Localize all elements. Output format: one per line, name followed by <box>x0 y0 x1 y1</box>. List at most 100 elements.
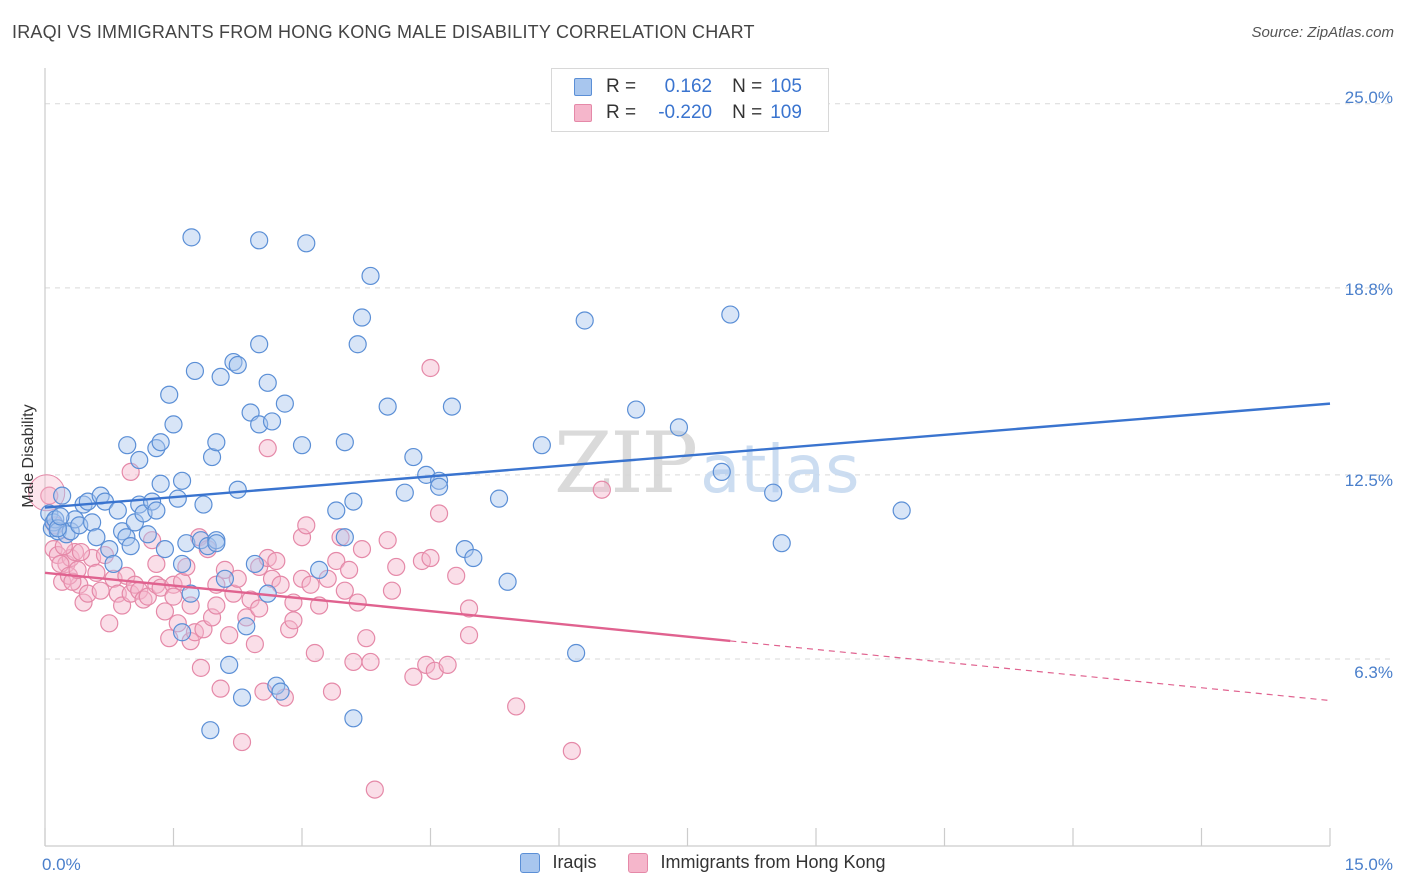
x-tick-label-max: 15.0% <box>1345 855 1393 874</box>
point-iraqis <box>215 569 234 588</box>
point-iraqis <box>147 501 166 520</box>
axes <box>44 68 1331 847</box>
point-iraqis <box>211 367 230 386</box>
y-tick-label-12-5: 12.5% <box>1345 471 1393 490</box>
point-iraqis <box>567 643 586 663</box>
point-iraqis <box>220 655 239 674</box>
point-iraqis <box>172 471 192 490</box>
legend-n-value: 109 <box>770 102 802 123</box>
point-iraqis <box>160 385 179 404</box>
point-hong-kong <box>459 626 479 645</box>
legend-r-value: 0.162 <box>664 76 713 97</box>
point-hong-kong <box>327 551 346 571</box>
point-iraqis <box>48 519 67 538</box>
point-hong-kong <box>63 572 82 591</box>
point-iraqis <box>297 234 316 253</box>
point-hong-kong <box>357 629 376 648</box>
point-hong-kong <box>245 635 264 654</box>
point-iraqis <box>772 534 791 553</box>
point-hong-kong <box>65 542 85 562</box>
point-iraqis <box>104 554 123 574</box>
point-iraqis <box>335 433 354 452</box>
point-hong-kong <box>447 566 466 585</box>
point-hong-kong <box>164 587 183 606</box>
point-iraqis <box>626 400 646 419</box>
point-iraqis <box>712 462 731 482</box>
trend-line-hong-kong <box>44 571 731 643</box>
point-hong-kong <box>68 560 87 579</box>
point-iraqis <box>121 537 140 556</box>
legend-item-hong-kong[interactable]: Immigrants from Hong Kong <box>628 852 886 873</box>
point-hong-kong <box>211 679 230 698</box>
point-iraqis <box>83 513 102 532</box>
legend-n-label: N = <box>732 76 763 97</box>
point-hong-kong <box>100 614 119 633</box>
point-iraqis <box>164 415 183 434</box>
point-iraqis <box>155 540 175 559</box>
point-iraqis <box>575 311 594 330</box>
point-hong-kong <box>365 780 384 799</box>
legend-item-iraqis[interactable]: Iraqis <box>520 852 596 873</box>
point-iraqis <box>207 433 226 452</box>
point-hong-kong <box>267 551 286 571</box>
point-iraqis <box>489 489 509 508</box>
point-hong-kong <box>387 557 406 577</box>
point-iraqis <box>348 335 367 354</box>
point-iraqis <box>327 501 346 520</box>
y-tick-label-6-3: 6.3% <box>1354 663 1393 682</box>
legend-r-label: R = <box>606 102 637 123</box>
series-legend: Iraqis Immigrants from Hong Kong <box>0 852 1406 873</box>
point-iraqis <box>182 228 201 247</box>
point-iraqis <box>207 534 226 553</box>
point-hong-kong <box>168 614 187 633</box>
point-hong-kong <box>344 652 363 672</box>
point-iraqis <box>53 486 72 505</box>
point-iraqis <box>335 528 354 547</box>
point-iraqis <box>177 534 196 553</box>
correlation-legend: R = 0.162 N = 105 R = -0.220 N = 109 <box>551 68 829 132</box>
point-iraqis <box>172 554 192 574</box>
point-iraqis <box>194 495 213 514</box>
legend-swatch-blue <box>520 852 541 873</box>
point-iraqis <box>202 447 222 467</box>
legend-n-label: N = <box>732 102 763 123</box>
point-hong-kong <box>297 516 316 535</box>
point-hong-kong <box>228 569 247 588</box>
point-hong-kong <box>382 581 402 600</box>
legend-swatch-pink <box>628 852 649 873</box>
trend-line-iraqis <box>44 402 1331 509</box>
chart-title: IRAQI VS IMMIGRANTS FROM HONG KONG MALE … <box>12 22 755 42</box>
point-hong-kong <box>421 358 440 378</box>
point-iraqis <box>51 507 70 526</box>
point-iraqis <box>275 394 294 413</box>
point-iraqis <box>442 397 462 416</box>
legend-row-hong-kong: R = -0.220 N = 109 <box>574 100 802 126</box>
point-iraqis <box>151 474 170 493</box>
point-hong-kong <box>421 548 440 568</box>
trend-line-hong-kong-extension <box>730 640 1331 702</box>
legend-row-iraqis: R = 0.162 N = 105 <box>574 74 802 100</box>
point-iraqis <box>498 572 517 591</box>
chart-source: Source: ZipAtlas.com <box>1251 24 1394 41</box>
point-iraqis <box>721 305 740 324</box>
point-hong-kong <box>429 504 449 523</box>
legend-swatch-pink <box>574 104 592 122</box>
point-hong-kong <box>147 554 166 574</box>
point-iraqis <box>228 355 247 375</box>
point-iraqis <box>100 540 119 559</box>
point-iraqis <box>232 688 252 707</box>
legend-r-label: R = <box>606 76 637 97</box>
point-hong-kong <box>301 575 320 594</box>
point-iraqis <box>172 623 192 642</box>
legend-label-iraqis: Iraqis <box>552 852 597 872</box>
point-hong-kong <box>271 575 290 594</box>
point-hong-kong <box>232 732 252 752</box>
point-iraqis <box>185 361 205 381</box>
y-axis-label: Male Disability <box>20 404 37 507</box>
point-iraqis <box>258 373 277 392</box>
point-iraqis <box>395 483 414 502</box>
point-hong-kong <box>220 626 239 645</box>
point-iraqis <box>181 584 200 603</box>
point-hong-kong <box>40 486 59 505</box>
point-iraqis <box>378 397 397 416</box>
